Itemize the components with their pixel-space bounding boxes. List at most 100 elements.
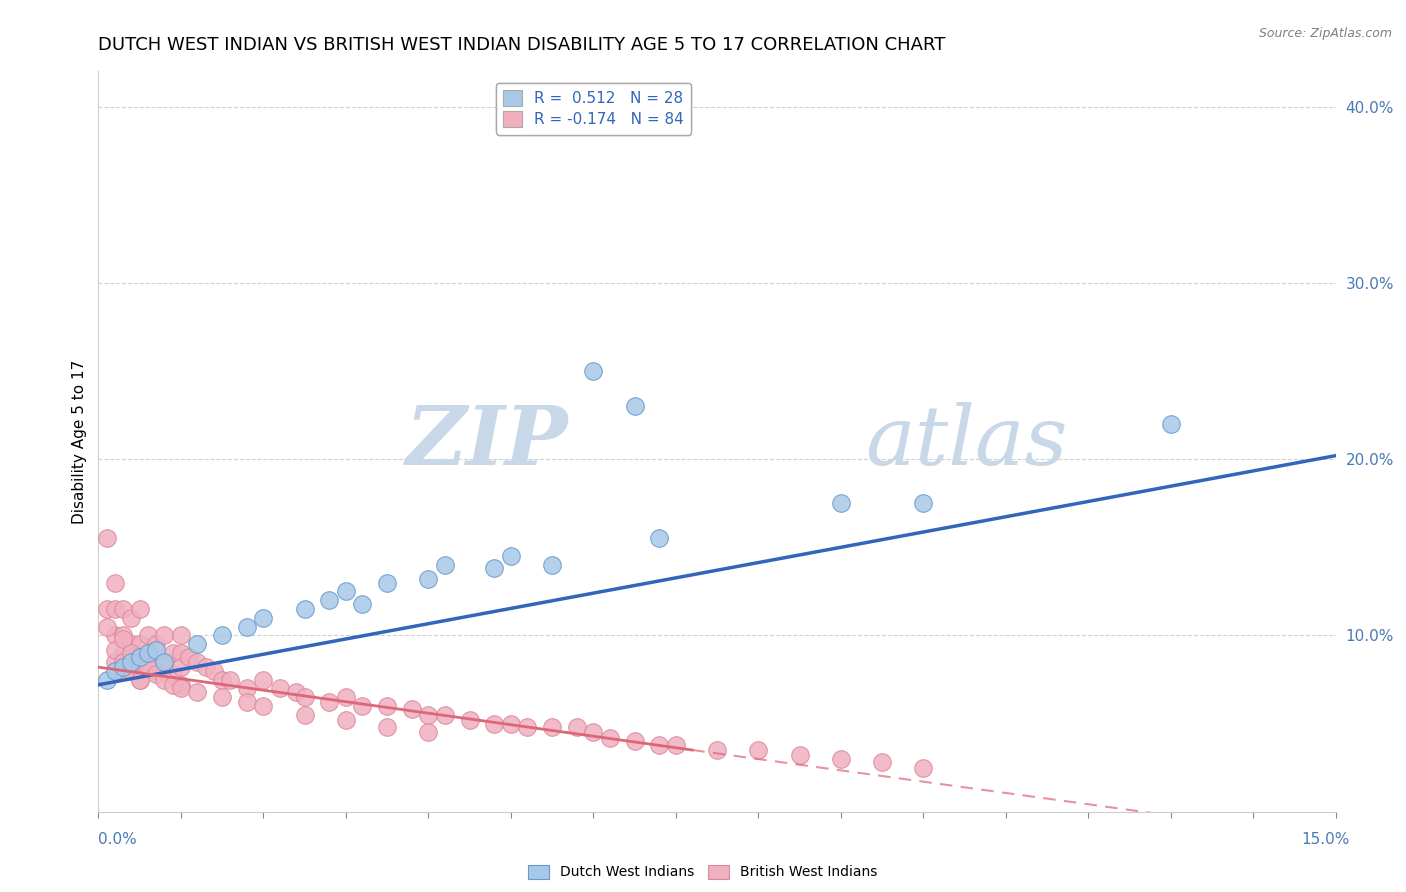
Point <box>179 649 201 664</box>
Point <box>128 673 150 687</box>
Point <box>211 628 233 642</box>
Point <box>112 632 135 646</box>
Legend: R =  0.512   N = 28, R = -0.174   N = 84: R = 0.512 N = 28, R = -0.174 N = 84 <box>495 83 692 135</box>
Point <box>623 734 645 748</box>
Point <box>153 655 176 669</box>
Point <box>104 664 127 678</box>
Point <box>170 660 193 674</box>
Point <box>153 628 176 642</box>
Point <box>96 532 118 546</box>
Point <box>375 720 398 734</box>
Point <box>96 602 118 616</box>
Legend: Dutch West Indians, British West Indians: Dutch West Indians, British West Indians <box>523 859 883 885</box>
Point <box>747 743 769 757</box>
Point <box>236 681 259 696</box>
Point <box>153 655 176 669</box>
Point <box>352 698 374 713</box>
Point <box>96 619 118 633</box>
Point <box>202 664 225 678</box>
Point <box>104 642 127 657</box>
Point <box>112 660 135 674</box>
Point <box>352 597 374 611</box>
Point <box>433 707 456 722</box>
Point <box>120 664 142 678</box>
Point <box>128 649 150 664</box>
Point <box>458 713 481 727</box>
Point <box>112 646 135 660</box>
Point <box>211 690 233 705</box>
Point <box>136 655 159 669</box>
Point <box>128 649 150 664</box>
Point <box>335 713 357 727</box>
Point <box>499 716 522 731</box>
Point <box>335 690 357 705</box>
Point <box>211 673 233 687</box>
Point <box>665 738 688 752</box>
Point <box>252 611 274 625</box>
Point <box>120 611 142 625</box>
Point <box>219 673 242 687</box>
Text: atlas: atlas <box>866 401 1069 482</box>
Point <box>104 602 127 616</box>
Text: ZIP: ZIP <box>406 401 568 482</box>
Point <box>136 660 159 674</box>
Point <box>128 637 150 651</box>
Point <box>145 667 167 681</box>
Point <box>252 698 274 713</box>
Point <box>145 664 167 678</box>
Point <box>236 695 259 709</box>
Point <box>112 655 135 669</box>
Point <box>830 752 852 766</box>
Text: 0.0%: 0.0% <box>98 832 138 847</box>
Point <box>96 673 118 687</box>
Point <box>186 637 208 651</box>
Point <box>418 725 440 739</box>
Point <box>541 720 564 734</box>
Text: DUTCH WEST INDIAN VS BRITISH WEST INDIAN DISABILITY AGE 5 TO 17 CORRELATION CHAR: DUTCH WEST INDIAN VS BRITISH WEST INDIAN… <box>98 36 946 54</box>
Point <box>582 725 605 739</box>
Point <box>401 702 423 716</box>
Point <box>128 673 150 687</box>
Point <box>830 496 852 510</box>
Point <box>112 602 135 616</box>
Point <box>294 707 316 722</box>
Point <box>318 593 340 607</box>
Point <box>269 681 291 696</box>
Point <box>294 602 316 616</box>
Point <box>484 716 506 731</box>
Point <box>104 575 127 590</box>
Point <box>375 698 398 713</box>
Point <box>120 637 142 651</box>
Point <box>145 642 167 657</box>
Point <box>706 743 728 757</box>
Point <box>153 673 176 687</box>
Point <box>186 685 208 699</box>
Point <box>162 667 184 681</box>
Point <box>112 628 135 642</box>
Point <box>294 690 316 705</box>
Point <box>112 664 135 678</box>
Point <box>252 673 274 687</box>
Point <box>648 738 671 752</box>
Point <box>128 655 150 669</box>
Point <box>186 655 208 669</box>
Point <box>912 496 935 510</box>
Point <box>418 572 440 586</box>
Text: Source: ZipAtlas.com: Source: ZipAtlas.com <box>1258 27 1392 40</box>
Y-axis label: Disability Age 5 to 17: Disability Age 5 to 17 <box>72 359 87 524</box>
Point <box>162 646 184 660</box>
Point <box>120 655 142 669</box>
Point <box>648 532 671 546</box>
Point <box>541 558 564 572</box>
Point <box>128 602 150 616</box>
Point <box>1160 417 1182 431</box>
Point <box>375 575 398 590</box>
Point <box>145 637 167 651</box>
Point <box>104 628 127 642</box>
Point <box>170 681 193 696</box>
Point <box>318 695 340 709</box>
Point <box>162 678 184 692</box>
Point <box>104 655 127 669</box>
Point <box>285 685 308 699</box>
Point <box>194 660 217 674</box>
